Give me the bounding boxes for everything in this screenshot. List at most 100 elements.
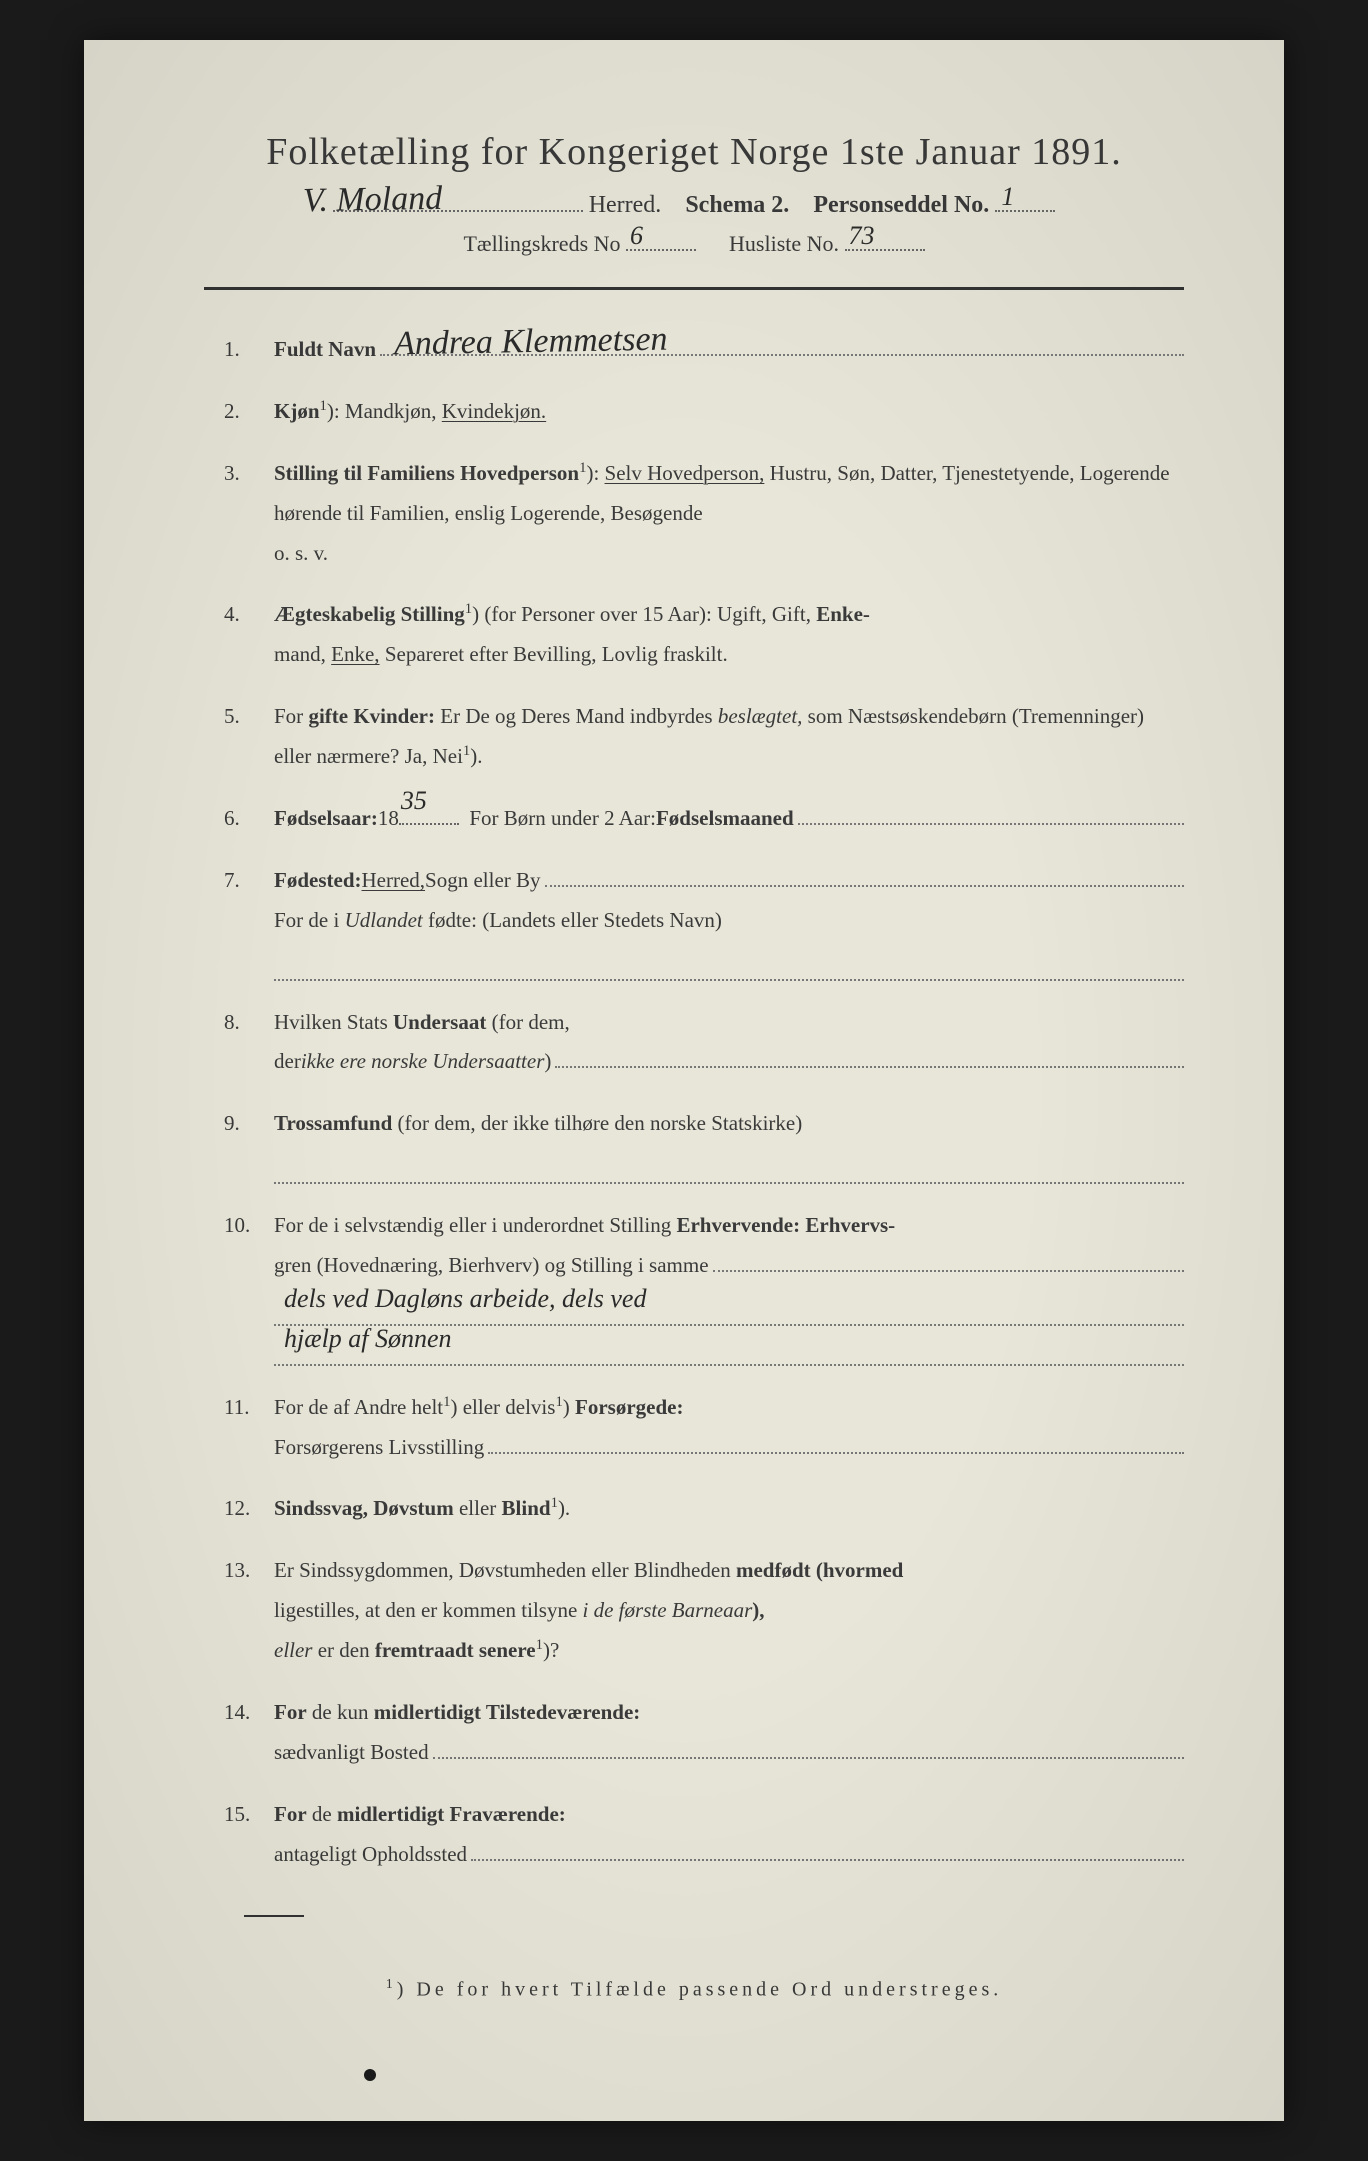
kreds-label: Tællingskreds No xyxy=(463,231,620,256)
b2: midlertidigt Tilstedeværende: xyxy=(374,1700,641,1724)
divider xyxy=(204,287,1184,290)
t: (for dem, der ikke tilhøre den norske St… xyxy=(392,1111,802,1135)
husliste-label: Husliste No. xyxy=(729,231,839,256)
label: Sindssvag, Døvstum xyxy=(274,1496,454,1520)
tb: Er De og Deres Mand indbyrdes xyxy=(435,704,718,728)
t2b: ) xyxy=(544,1042,551,1082)
i1: beslægtet, xyxy=(718,704,803,728)
item-num: 12. xyxy=(224,1489,274,1529)
sup: 1 xyxy=(551,1495,558,1511)
t2: For de i xyxy=(274,908,345,932)
item-4: 4. Ægteskabelig Stilling1) (for Personer… xyxy=(224,595,1184,675)
i2: eller xyxy=(274,1638,312,1662)
item-13: 13. Er Sindssygdommen, Døvstumheden elle… xyxy=(224,1551,1184,1671)
item-content: For de kun midlertidigt Tilstedeværende:… xyxy=(274,1693,1184,1773)
b1: Undersaat xyxy=(393,1010,486,1034)
tb: For Børn under 2 Aar: xyxy=(469,799,656,839)
tb: ) eller delvis xyxy=(450,1395,555,1419)
sup: 1 xyxy=(536,1637,543,1653)
item-content: Kjøn1): Mandkjøn, Kvindekjøn. xyxy=(274,392,1184,432)
label: Fødselsaar: xyxy=(274,799,378,839)
b1: Forsørgede: xyxy=(575,1395,683,1419)
occ-field-2: hjælp af Sønnen xyxy=(274,1338,1184,1365)
item-2: 2. Kjøn1): Mandkjøn, Kvindekjøn. xyxy=(224,392,1184,432)
ta: For xyxy=(274,704,308,728)
text: ): Mandkjøn, xyxy=(327,399,442,423)
item-content: For gifte Kvinder: Er De og Deres Mand i… xyxy=(274,697,1184,777)
item-num: 7. xyxy=(224,861,274,981)
t2a: der xyxy=(274,1042,301,1082)
t3: o. s. v. xyxy=(274,534,1184,574)
b2: midlertidigt Fraværende: xyxy=(337,1802,566,1826)
item-6: 6. Fødselsaar: 1835 For Børn under 2 Aar… xyxy=(224,799,1184,839)
item-7: 7. Fødested: Herred, Sogn eller By For d… xyxy=(224,861,1184,981)
item-content: Ægteskabelig Stilling1) (for Personer ov… xyxy=(274,595,1184,675)
item-num: 3. xyxy=(224,454,274,574)
item-content: Fødselsaar: 1835 For Børn under 2 Aar: F… xyxy=(274,799,1184,839)
sup: 1 xyxy=(320,398,327,414)
item-content: Hvilken Stats Undersaat (for dem, der ik… xyxy=(274,1003,1184,1083)
label: Ægteskabelig Stilling xyxy=(274,602,465,626)
item-content: Er Sindssygdommen, Døvstumheden eller Bl… xyxy=(274,1551,1184,1671)
schema-label: Schema 2. xyxy=(685,192,789,218)
item-content: For de midlertidigt Fraværende: antageli… xyxy=(274,1795,1184,1875)
item-content: Sindssvag, Døvstum eller Blind1). xyxy=(274,1489,1184,1529)
month-field xyxy=(798,823,1184,825)
form-items: 1. Fuldt Navn Andrea Klemmetsen 2. Kjøn1… xyxy=(204,330,1184,1875)
b2: ), xyxy=(752,1598,764,1622)
s2: 1 xyxy=(555,1394,562,1410)
kreds-field: 6 xyxy=(626,249,696,251)
personseddel-field: 1 xyxy=(995,210,1055,212)
label: Stilling til Familiens Hovedperson xyxy=(274,461,579,485)
kreds-value: 6 xyxy=(630,221,643,251)
tb: Sogn eller By xyxy=(425,861,541,901)
item-content: Fødested: Herred, Sogn eller By For de i… xyxy=(274,861,1184,981)
item-10: 10. For de i selvstændig eller i underor… xyxy=(224,1206,1184,1366)
footnote: 1) De for hvert Tilfælde passende Ord un… xyxy=(204,1977,1184,2002)
name-value: Andrea Klemmetsen xyxy=(394,325,668,360)
b1: For xyxy=(274,1802,307,1826)
b3: fremtraadt senere xyxy=(375,1638,536,1662)
herred-field: V. Moland xyxy=(333,210,583,212)
td: ). xyxy=(470,744,482,768)
b1: Enke- xyxy=(816,602,870,626)
place-field xyxy=(545,885,1184,887)
item-num: 8. xyxy=(224,1003,274,1083)
b2: Fødselsmaaned xyxy=(656,799,794,839)
abroad-field xyxy=(274,953,1184,980)
t3b: er den xyxy=(312,1638,374,1662)
item-num: 15. xyxy=(224,1795,274,1875)
item-content: For de af Andre helt1) eller delvis1) Fo… xyxy=(274,1388,1184,1468)
ink-spot xyxy=(364,2069,376,2081)
t2: Forsørgerens Livsstilling xyxy=(274,1428,484,1468)
husliste-value: 73 xyxy=(849,221,875,251)
whereabouts-field xyxy=(471,1859,1184,1861)
residence-field xyxy=(433,1757,1184,1759)
item-content: Trossamfund (for dem, der ikke tilhøre d… xyxy=(274,1104,1184,1184)
subject-field xyxy=(555,1066,1184,1068)
footnote-sup: 1 xyxy=(386,1977,397,1992)
item-15: 15. For de midlertidigt Fraværende: anta… xyxy=(224,1795,1184,1875)
item-content: For de i selvstændig eller i underordnet… xyxy=(274,1206,1184,1366)
footnote-dash xyxy=(244,1915,304,1917)
tb: ). xyxy=(558,1496,570,1520)
item-9: 9. Trossamfund (for dem, der ikke tilhør… xyxy=(224,1104,1184,1184)
tb: de kun xyxy=(307,1700,374,1724)
ta: Hvilken Stats xyxy=(274,1010,393,1034)
item-num: 10. xyxy=(224,1206,274,1366)
occ-value-2: hjælp af Sønnen xyxy=(284,1314,452,1363)
item-8: 8. Hvilken Stats Undersaat (for dem, der… xyxy=(224,1003,1184,1083)
b2: Blind xyxy=(502,1496,551,1520)
ta: eller xyxy=(454,1496,502,1520)
selected: Kvindekjøn. xyxy=(442,399,546,423)
footnote-text: ) De for hvert Tilfælde passende Ord und… xyxy=(397,1978,1002,2000)
tb: de xyxy=(307,1802,337,1826)
label: Trossamfund xyxy=(274,1111,392,1135)
item-14: 14. For de kun midlertidigt Tilstedevære… xyxy=(224,1693,1184,1773)
provider-field xyxy=(488,1452,1184,1454)
occ-field-0 xyxy=(713,1270,1184,1272)
selected: Enke, xyxy=(331,642,379,666)
item-content: Fuldt Navn Andrea Klemmetsen xyxy=(274,330,1184,370)
item-content: Stilling til Familiens Hovedperson1): Se… xyxy=(274,454,1184,574)
item-12: 12. Sindssvag, Døvstum eller Blind1). xyxy=(224,1489,1184,1529)
